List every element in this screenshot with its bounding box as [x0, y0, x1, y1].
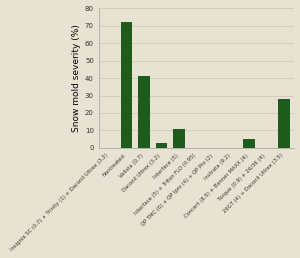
- Bar: [243, 139, 255, 148]
- Bar: [156, 143, 167, 148]
- Bar: [278, 99, 290, 148]
- Y-axis label: Snow mold severity (%): Snow mold severity (%): [72, 24, 81, 132]
- Bar: [173, 129, 185, 148]
- Bar: [121, 22, 132, 148]
- Bar: [139, 76, 150, 148]
